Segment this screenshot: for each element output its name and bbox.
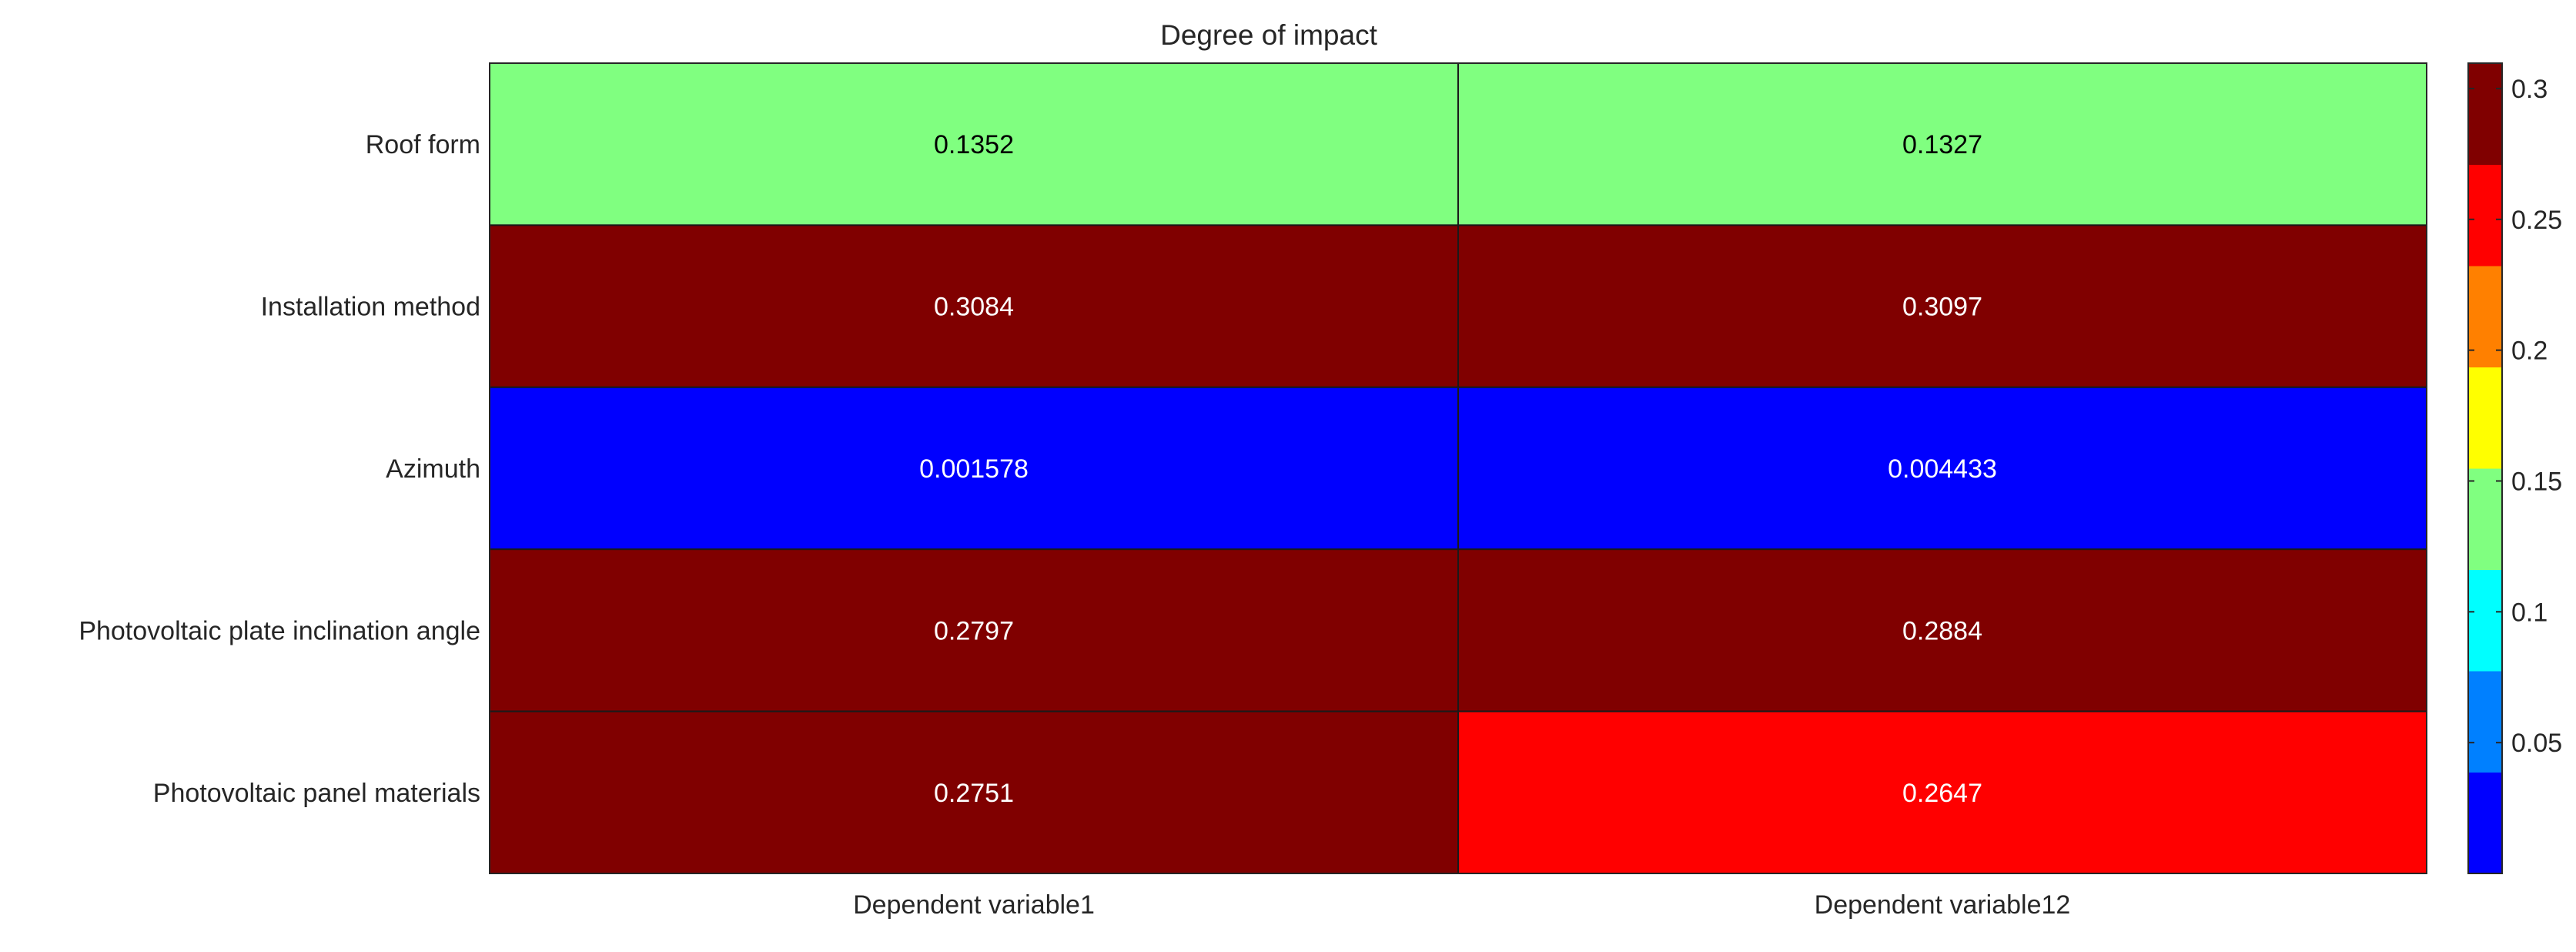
cell-value-label: 0.2884 xyxy=(1902,616,1982,645)
row-label: Azimuth xyxy=(386,454,480,484)
colorbar-segment xyxy=(2468,569,2502,672)
colorbar-tick-label: 0.25 xyxy=(2511,206,2562,235)
plot-border xyxy=(489,62,2427,874)
column-label: Dependent variable1 xyxy=(853,890,1095,920)
heatmap-cell xyxy=(489,62,1459,226)
row-label: Photovoltaic plate inclination angle xyxy=(79,616,480,645)
cell-value-label: 0.2797 xyxy=(934,616,1014,645)
heatmap-cell xyxy=(1457,224,2427,388)
cell-value-label: 0.2751 xyxy=(934,779,1014,808)
colorbar-tick-label: 0.15 xyxy=(2511,467,2562,496)
heatmap-cell xyxy=(1457,710,2427,874)
column-labels: Dependent variable1 Dependent variable12 xyxy=(853,890,2070,920)
colorbar-tick-label: 0.3 xyxy=(2511,75,2548,104)
heatmap-cell xyxy=(489,224,1459,388)
heatmap-cell xyxy=(489,386,1459,551)
colorbar-tick-label: 0.2 xyxy=(2511,337,2548,366)
cell-value-label: 0.004433 xyxy=(1888,454,1997,484)
heatmap-cells: 0.1352 0.1327 0.3084 0.3097 0.001578 0.004433… xyxy=(489,62,2427,874)
chart-title: Degree of impact xyxy=(1160,19,1377,51)
heatmap-cell xyxy=(1457,386,2427,551)
cell-value-label: 0.3097 xyxy=(1902,293,1982,322)
row-label: Photovoltaic panel materials xyxy=(153,779,480,808)
colorbar-segment xyxy=(2468,367,2502,469)
heatmap-cell xyxy=(1457,548,2427,712)
cell-value-label: 0.3084 xyxy=(934,293,1014,322)
colorbar-tick-label: 0.05 xyxy=(2511,729,2562,758)
colorbar-tick-label: 0.1 xyxy=(2511,598,2548,627)
colorbar-border xyxy=(2467,62,2503,874)
row-label: Installation method xyxy=(261,293,480,322)
colorbar-segment xyxy=(2468,63,2502,165)
cell-value-label: 0.2647 xyxy=(1902,779,1982,808)
heatmap-cell xyxy=(489,548,1459,712)
cell-value-label: 0.1352 xyxy=(934,130,1014,159)
colorbar-segment xyxy=(2468,164,2502,266)
colorbar: 0.05 0.1 0.15 0.2 0.25 0.3 xyxy=(2467,62,2562,874)
colorbar-segment xyxy=(2468,671,2502,773)
heatmap-cell xyxy=(1457,62,2427,226)
cell-value-label: 0.001578 xyxy=(919,454,1029,484)
column-label: Dependent variable12 xyxy=(1815,890,2071,920)
row-label: Roof form xyxy=(366,130,480,159)
colorbar-segment xyxy=(2468,468,2502,570)
cell-value-label: 0.1327 xyxy=(1902,130,1982,159)
colorbar-segment xyxy=(2468,266,2502,367)
colorbar-segment xyxy=(2468,772,2502,874)
row-labels: Roof form Installation method Azimuth Photo… xyxy=(79,130,480,808)
